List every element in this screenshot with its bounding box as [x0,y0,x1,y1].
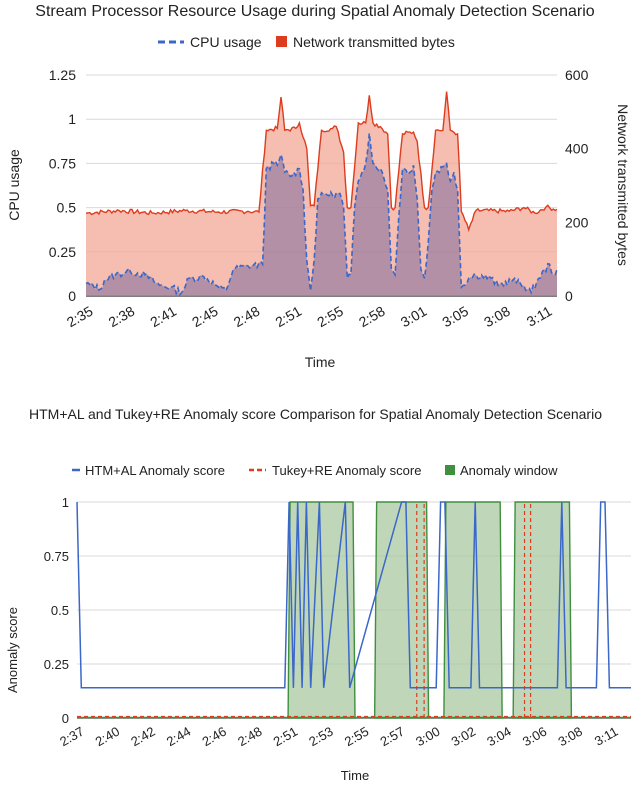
chart2-ylabel: Anomaly score [5,607,20,693]
chart1-x-tick-label: 2:55 [314,303,346,331]
chart2-legend: HTM+AL Anomaly score Tukey+RE Anomaly sc… [72,463,558,478]
chart1-x-tick-label: 2:38 [106,303,138,331]
chart2-x-tick-label: 2:42 [128,724,157,750]
chart1-x-tick-label: 2:48 [231,303,263,331]
chart2-tick-label: 0 [62,711,69,726]
chart1-left-tick-label: 0.75 [49,155,76,171]
chart2-tick-label: 0.5 [51,603,69,618]
chart2-x-tick-label: 2:48 [235,724,264,750]
chart1-xlabel: Time [305,354,336,370]
chart1-left-axis: 0 0.25 0.5 0.75 1 1.25 [49,67,76,304]
chart2-x-tick-label: 3:02 [449,724,478,750]
chart1-x-tick-label: 3:01 [398,303,430,331]
chart1-title: Stream Processor Resource Usage during S… [35,3,594,20]
chart2-tick-label: 0.75 [44,549,69,564]
chart1-left-tick-label: 0.25 [49,244,76,260]
chart1-left-tick-label: 0.5 [57,200,77,216]
chart2-x-tick-label: 3:06 [520,724,549,750]
chart2-x-tick-label: 3:08 [555,724,584,750]
chart1-ylabel-right: Network transmitted bytes [615,104,631,266]
chart1-right-tick-label: 400 [565,141,589,157]
chart1-x-tick-label: 3:08 [481,303,513,331]
chart2-title: HTM+AL and Tukey+RE Anomaly score Compar… [29,406,602,422]
anomaly-score-chart-svg: HTM+AL and Tukey+RE Anomaly score Compar… [5,406,631,783]
legend-cpu-label: CPU usage [190,34,262,50]
chart1-right-tick-label: 600 [565,67,589,83]
chart1-x-tick-label: 2:51 [273,303,305,331]
chart2-x-tick-label: 2:44 [164,724,193,750]
chart1-right-tick-label: 200 [565,214,589,230]
cpu-dashed-line [85,133,558,297]
chart2-x-tick-label: 2:46 [199,724,228,750]
cpu-area-fill [86,133,557,296]
chart1-legend: CPU usage Network transmitted bytes [158,34,455,50]
chart2-x-axis: 2:37 2:40 2:42 2:44 2:46 2:48 2:51 2:53 2:55 2:57… [57,724,620,750]
chart2-x-tick-label: 3:11 [592,724,621,749]
chart1-right-tick-label: 0 [565,288,573,304]
chart2-tick-label: 0.25 [44,657,69,672]
chart2-y-axis: 0 0.25 0.5 0.75 1 [44,495,69,726]
chart1-x-tick-label: 2:45 [189,303,221,331]
chart2-xlabel: Time [341,768,369,783]
chart1-x-tick-label: 2:58 [356,303,388,331]
chart2-x-tick-label: 2:51 [271,724,300,750]
legend-window-swatch [445,465,455,475]
chart1-x-tick-label: 2:41 [147,303,179,331]
chart1-x-tick-label: 3:05 [439,303,471,331]
chart2-x-tick-label: 3:00 [413,724,442,750]
legend-htm-label: HTM+AL Anomaly score [85,463,225,478]
anomaly-score-chart: HTM+AL and Tukey+RE Anomaly score Compar… [0,395,631,791]
chart1-left-tick-label: 1 [68,111,76,127]
chart1-ylabel-left: CPU usage [6,149,22,221]
legend-network-label: Network transmitted bytes [293,34,455,50]
cpu-network-chart: Stream Processor Resource Usage during S… [0,0,631,380]
htm-score-line [76,501,631,689]
chart1-left-tick-label: 1.25 [49,67,76,83]
chart2-x-tick-label: 2:37 [57,724,86,750]
network-line [85,91,558,233]
chart1-right-axis: 0 200 400 600 [565,67,589,304]
tukey-line [77,502,631,718]
chart1-x-axis: 2:35 2:38 2:41 2:45 2:48 2:51 2:55 2:58 3:01 3:05… [64,303,555,331]
legend-tukey-label: Tukey+RE Anomaly score [272,463,421,478]
chart1-left-tick-label: 0 [68,288,76,304]
chart2-x-tick-label: 2:40 [93,724,122,750]
chart2-x-tick-label: 3:04 [484,724,513,750]
chart2-x-tick-label: 2:57 [377,724,406,750]
legend-network-swatch [276,36,287,47]
chart2-tick-label: 1 [62,495,69,510]
anomaly-window [373,501,430,719]
chart2-x-tick-label: 2:55 [342,724,371,750]
chart2-x-tick-label: 2:53 [306,724,335,750]
chart2-title-box: HTM+AL and Tukey+RE Anomaly score Compar… [29,406,602,422]
cpu-line [85,133,558,297]
chart1-x-tick-label: 3:11 [524,303,555,330]
legend-window-label: Anomaly window [460,463,558,478]
htm-line [76,501,631,689]
chart1-x-tick-label: 2:35 [64,303,96,331]
cpu-network-chart-svg: Stream Processor Resource Usage during S… [6,3,631,370]
